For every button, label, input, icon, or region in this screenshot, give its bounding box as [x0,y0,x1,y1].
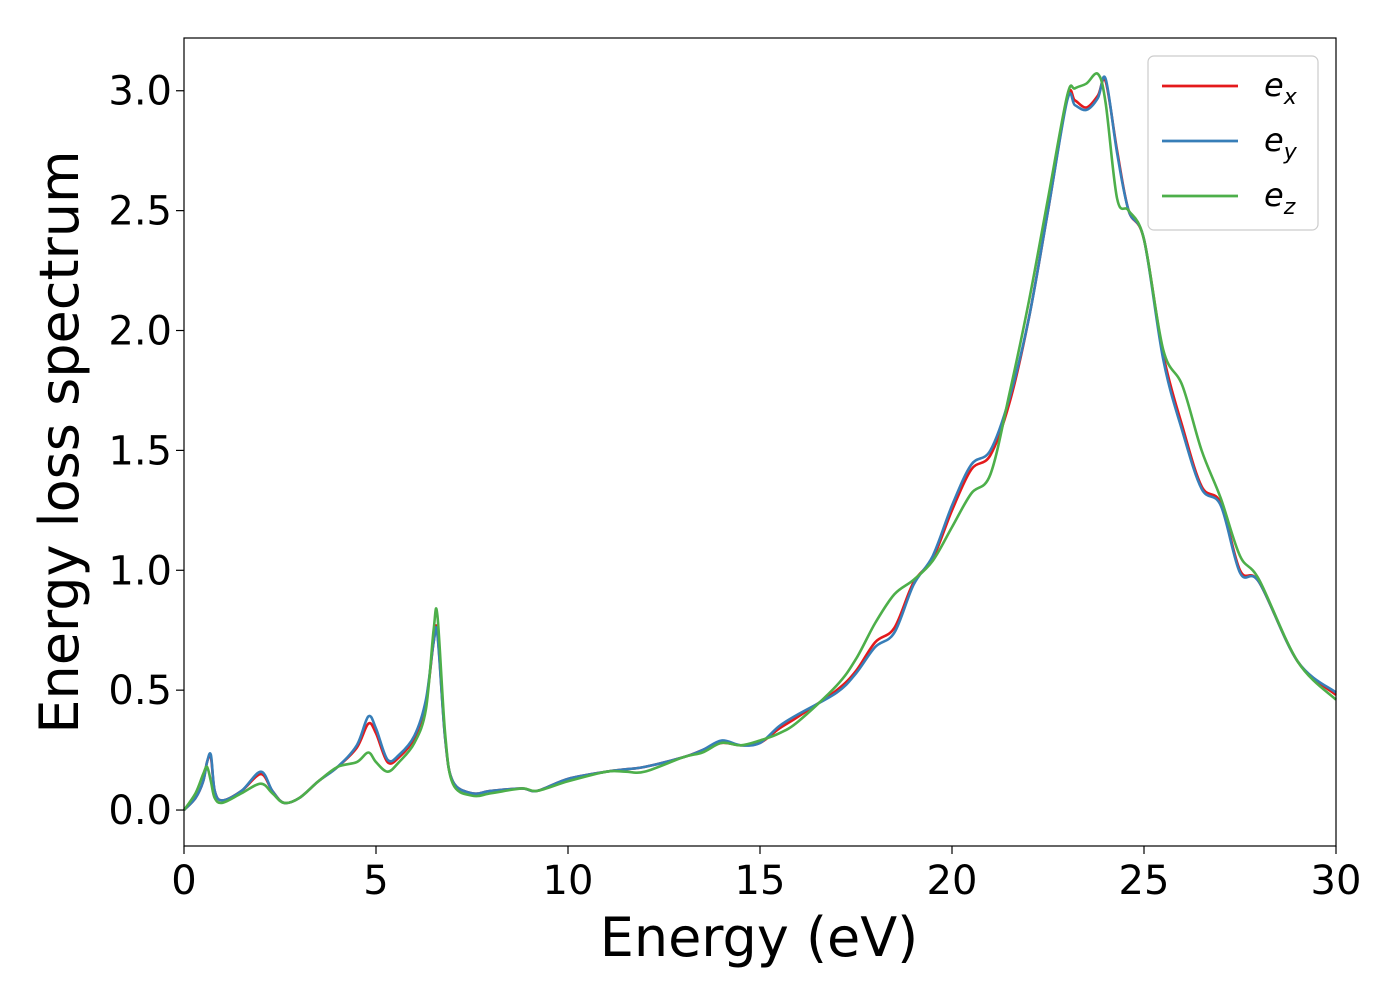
x-tick-label: 0 [171,858,196,904]
x-axis-ticks: 0 5 10 15 20 25 30 [171,846,1361,904]
legend-label-base: e [1264,176,1284,214]
x-tick-label: 10 [543,858,594,904]
legend-label-base: e [1264,121,1284,159]
legend-label-sub: z [1283,195,1296,220]
y-axis-ticks: 0.0 0.5 1.0 1.5 2.0 2.5 3.0 [108,69,184,834]
series-lines [182,72,1337,811]
x-tick-label: 15 [735,858,786,904]
y-tick-label: 3.0 [108,69,172,115]
series-line-z [182,72,1337,811]
x-tick-label: 25 [1119,858,1170,904]
legend-label-z: ez [1264,176,1296,220]
x-tick-label: 30 [1311,858,1362,904]
legend-box [1147,55,1319,231]
legend-label-x: ex [1264,66,1298,110]
legend-label-y: ey [1264,121,1298,165]
x-axis-label: Energy (eV) [600,906,919,969]
plot-frame [183,37,1337,847]
y-tick-label: 2.0 [108,309,172,355]
y-tick-label: 1.5 [108,428,172,474]
y-tick-label: 0.5 [108,668,172,714]
legend-label-sub: y [1283,140,1298,165]
y-axis-label: Energy loss spectrum [28,150,91,733]
legend-label-sub: x [1283,85,1298,110]
y-tick-label: 2.5 [108,189,172,235]
y-tick-label: 1.0 [108,548,172,594]
x-tick-label: 5 [363,858,388,904]
x-tick-label: 20 [927,858,978,904]
legend-label-base: e [1264,66,1284,104]
y-tick-label: 0.0 [108,788,172,834]
